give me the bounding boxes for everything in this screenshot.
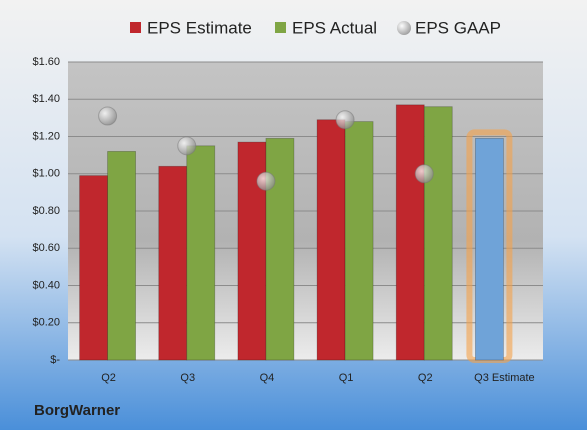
y-tick-label: $0.20 [32, 317, 60, 329]
bar [79, 175, 108, 361]
bar [316, 119, 346, 361]
x-tick-label: Q3 Estimate [474, 372, 535, 384]
y-tick-label: $0.60 [32, 242, 60, 254]
bar [107, 150, 136, 361]
legend-label: EPS Estimate [147, 18, 252, 37]
legend-swatch [130, 22, 141, 33]
legend-swatch [397, 21, 411, 35]
bar [475, 137, 504, 361]
bar [158, 165, 188, 361]
legend-swatch [275, 22, 286, 33]
y-tick-label: $1.00 [32, 168, 60, 180]
gaap-marker [335, 110, 355, 130]
legend-label: EPS GAAP [415, 18, 501, 37]
gaap-marker [256, 171, 276, 191]
x-tick-label: Q2 [101, 372, 116, 384]
bar [237, 141, 267, 361]
legend-label: EPS Actual [292, 18, 377, 37]
x-tick-label: Q4 [260, 372, 275, 384]
x-tick-label: Q3 [180, 372, 195, 384]
bar [423, 106, 453, 361]
bar [395, 104, 425, 361]
gaap-marker [177, 136, 197, 156]
y-tick-label: $0.80 [32, 205, 60, 217]
y-tick-label: $1.40 [32, 93, 60, 105]
bar [344, 121, 374, 361]
y-tick-label: $1.20 [32, 130, 60, 142]
gaap-marker [414, 164, 434, 184]
y-tick-label: $- [50, 354, 60, 366]
x-tick-label: Q2 [418, 372, 433, 384]
footer: BorgWarner [34, 402, 120, 419]
y-tick-label: $0.40 [32, 279, 60, 291]
x-tick-label: Q1 [339, 372, 354, 384]
gaap-marker [98, 106, 118, 126]
y-tick-label: $1.60 [32, 56, 60, 68]
bar [186, 145, 216, 361]
bar [265, 137, 295, 361]
